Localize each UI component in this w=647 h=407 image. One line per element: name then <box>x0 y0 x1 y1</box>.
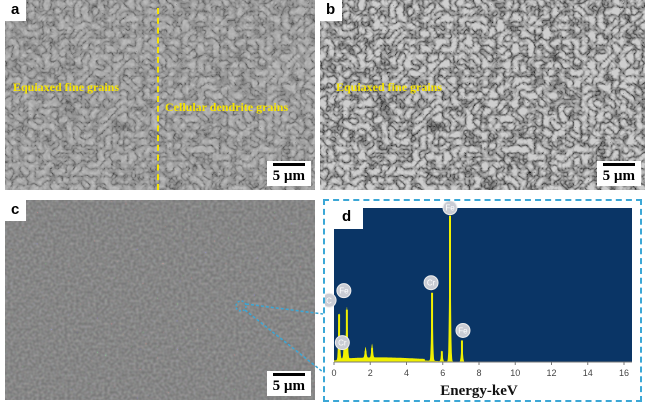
panel-label-d: d <box>334 206 364 229</box>
peak-label: Cr <box>338 339 347 348</box>
peak-label-badge <box>442 201 458 216</box>
peak-label-badge <box>455 322 471 338</box>
scale-bar: 5 µm <box>266 161 311 186</box>
panel-d-eds-spectrum: 0 2 4 6 8 10 12 14 16 Energy-keV C Fe Cr Cr Fe Fe d <box>323 199 642 402</box>
boundary-dashed-line <box>157 8 159 190</box>
sem-texture <box>5 0 315 190</box>
peak-label: Fe <box>458 326 468 335</box>
panel-c-sem-image: c 5 µm <box>5 200 315 400</box>
peak-label: C <box>326 296 332 305</box>
scale-bar: 5 µm <box>596 161 641 186</box>
scale-bar: 5 µm <box>266 371 311 396</box>
panel-b-sem-image: b Equiaxed fine grains 5 µm <box>320 0 645 190</box>
plot-area <box>334 208 632 362</box>
equiaxed-grains-annotation: Equiaxed fine grains <box>13 80 120 94</box>
x-tick-label: 0 <box>331 368 336 378</box>
x-tick-label: 2 <box>368 368 373 378</box>
equiaxed-grains-annotation: Equiaxed fine grains <box>336 80 443 94</box>
x-tick-label: 16 <box>619 368 629 378</box>
peak-label: Cr <box>427 279 436 288</box>
panel-label-b: b <box>320 0 343 21</box>
peak-label: Fe <box>445 204 455 213</box>
sem-texture <box>320 0 645 190</box>
x-tick-label: 10 <box>510 368 520 378</box>
sem-texture <box>5 200 315 400</box>
x-axis-label: Energy-keV <box>440 383 518 399</box>
eds-chart: 0 2 4 6 8 10 12 14 16 Energy-keV C Fe Cr Cr Fe Fe <box>325 201 632 399</box>
panel-label-a: a <box>5 0 27 21</box>
peak-label-badge <box>336 283 352 299</box>
x-tick-label: 14 <box>583 368 593 378</box>
panel-a-sem-image: a Equiaxed fine grains Cellular dendrite… <box>5 0 315 190</box>
x-tick-label: 8 <box>476 368 481 378</box>
peak-label-badge <box>325 292 337 308</box>
cellular-dendrite-annotation: Cellular dendrite grains <box>165 100 289 114</box>
panel-label-c: c <box>5 200 27 221</box>
peak-label-badge <box>423 275 439 291</box>
x-tick-label: 4 <box>404 368 409 378</box>
x-tick-label: 12 <box>546 368 556 378</box>
x-tick-label: 6 <box>440 368 445 378</box>
peak-label: Fe <box>339 287 349 296</box>
peak-label-badge <box>334 335 350 351</box>
